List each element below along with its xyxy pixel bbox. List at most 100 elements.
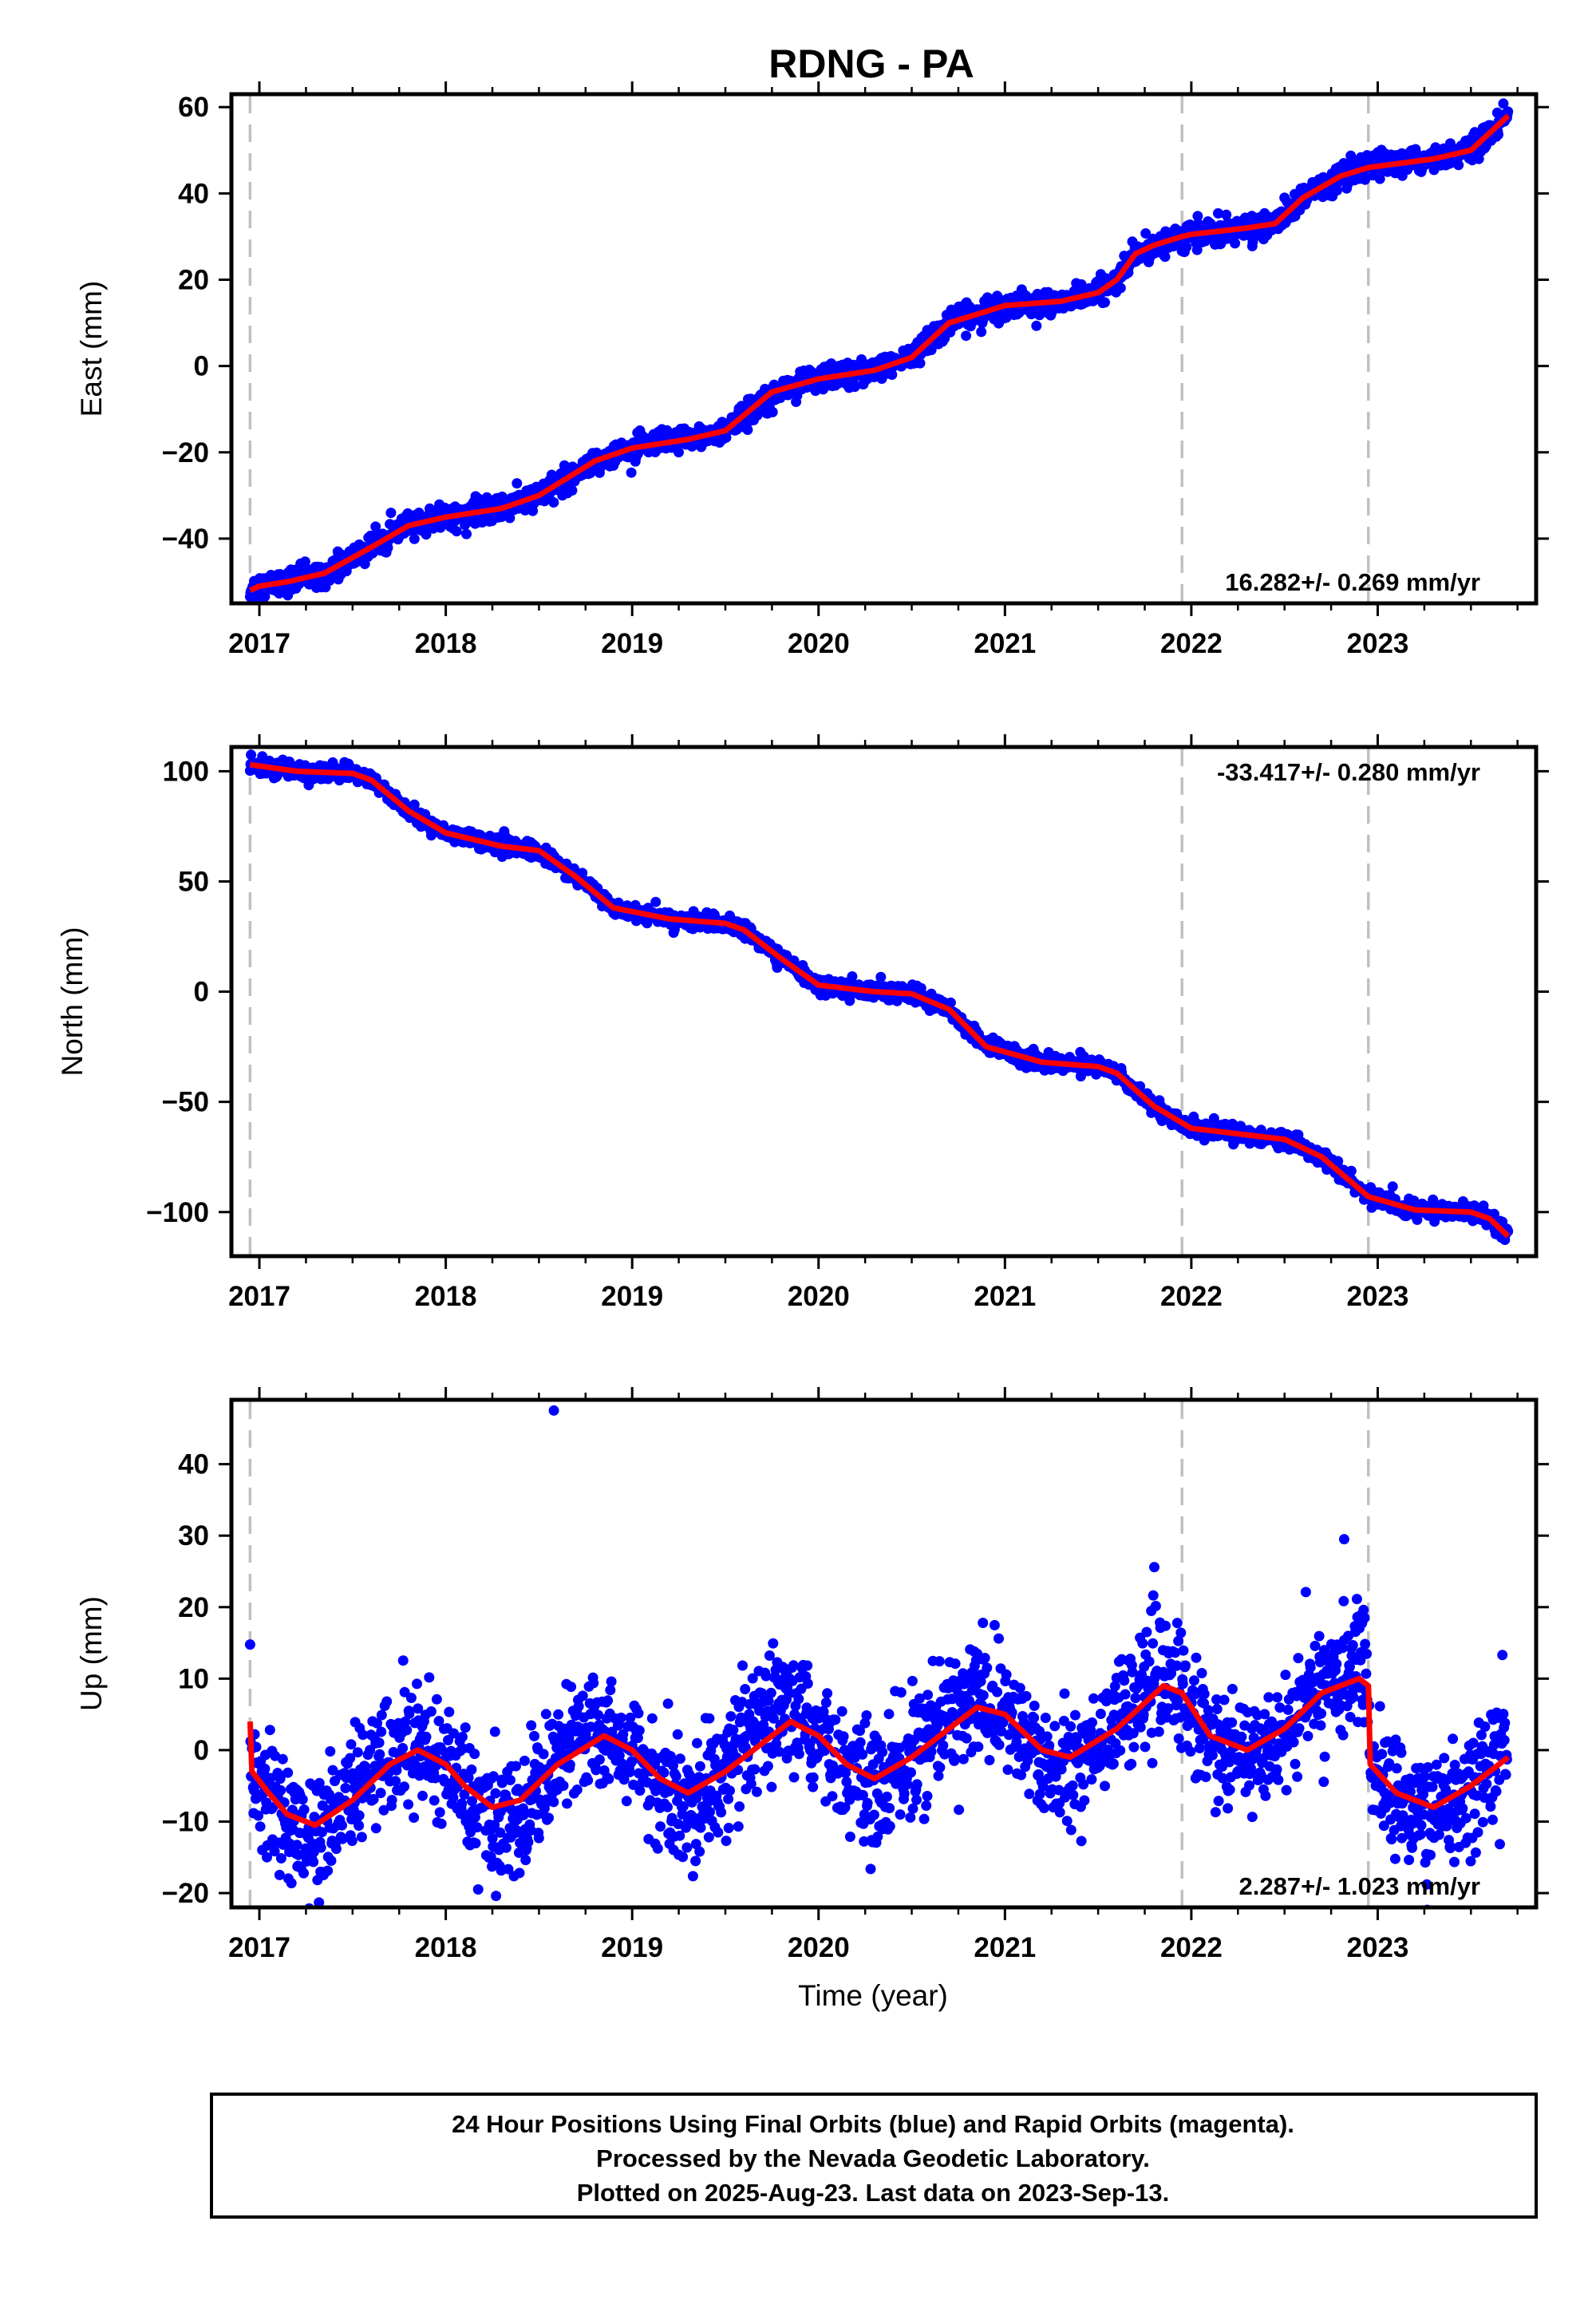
up-point [337, 1833, 348, 1844]
up-point [298, 1804, 310, 1815]
north-point [847, 971, 858, 982]
up-point [372, 1717, 383, 1729]
up-point [253, 1810, 264, 1821]
north-x-tick-label: 2022 [1160, 1281, 1223, 1312]
north-point [844, 995, 855, 1006]
east-point [887, 370, 898, 380]
north-y-tick-label: 0 [194, 977, 209, 1008]
up-point [275, 1784, 286, 1796]
east-point [1076, 279, 1087, 290]
east-point [1213, 207, 1223, 219]
up-point [275, 1773, 286, 1784]
north-point [1333, 1156, 1344, 1167]
up-point [448, 1792, 459, 1803]
up-point [417, 1790, 428, 1801]
up-point [374, 1749, 385, 1760]
up-point [262, 1852, 272, 1863]
north-point [1412, 1214, 1423, 1225]
east-y-axis-label: East (mm) [75, 281, 108, 417]
north-point [577, 868, 588, 879]
east-point [548, 497, 559, 508]
up-point [337, 1820, 347, 1831]
north-y-tick-label: 50 [178, 866, 209, 897]
east-point [1191, 244, 1203, 255]
east-y-tick-label: −20 [162, 437, 209, 468]
north-point [875, 971, 887, 982]
east-point [1493, 129, 1503, 140]
up-point [436, 1818, 447, 1829]
up-point [459, 1789, 470, 1800]
up-point [291, 1840, 302, 1851]
up-point [414, 1770, 425, 1781]
up-point [308, 1856, 319, 1867]
east-point [409, 533, 420, 544]
up-point [397, 1655, 409, 1666]
east-x-tick-label: 2019 [601, 628, 663, 659]
up-point [286, 1878, 297, 1889]
east-y-tick-label: 0 [194, 351, 209, 382]
east-point [504, 512, 516, 524]
east-point [299, 556, 310, 567]
east-point [382, 542, 393, 553]
up-point [399, 1781, 409, 1792]
up-point [373, 1737, 385, 1749]
up-point [400, 1716, 411, 1727]
east-point [1503, 106, 1514, 117]
east-point [512, 478, 523, 489]
up-point [255, 1821, 266, 1832]
up-point [409, 1812, 420, 1823]
up-point [460, 1722, 471, 1733]
up-point [317, 1827, 327, 1838]
up-point [448, 1728, 459, 1739]
east-point [976, 326, 987, 338]
east-frame [229, 92, 1539, 606]
east-x-tick-label: 2018 [415, 628, 477, 659]
up-point [376, 1726, 387, 1737]
east-point [1498, 98, 1509, 109]
east-y-tick-label: −40 [162, 524, 209, 555]
east-point [1230, 238, 1241, 249]
up-point [381, 1696, 393, 1707]
east-point [961, 330, 972, 342]
north-point [246, 749, 257, 761]
east-x-tick-label: 2023 [1347, 628, 1409, 659]
north-x-tick-label: 2023 [1347, 1281, 1409, 1312]
up-point [277, 1753, 288, 1765]
east-point [1159, 251, 1171, 263]
up-point [421, 1731, 432, 1742]
north-y-tick-label: −100 [146, 1197, 209, 1228]
east-point [1031, 320, 1042, 331]
east-point [461, 528, 472, 539]
north-x-tick-label: 2020 [788, 1281, 850, 1312]
east-point [385, 508, 397, 519]
east-point [1360, 174, 1371, 185]
east-y-tick-label: 40 [178, 178, 209, 209]
up-point [375, 1788, 386, 1799]
up-point [365, 1745, 376, 1756]
north-y-axis-label: North (mm) [56, 927, 89, 1076]
chart-title: RDNG - PA [768, 41, 974, 86]
up-point [282, 1767, 294, 1778]
panel-up: 2017 2018 2019 2020 2021 2022 2023−20−10010203… [75, 1387, 1549, 1963]
north-y-tick-label: −50 [162, 1087, 209, 1118]
up-point [325, 1746, 336, 1757]
up-point [378, 1804, 389, 1816]
up-point [370, 1823, 381, 1834]
up-point [412, 1678, 422, 1690]
up-point [424, 1672, 435, 1683]
up-point [431, 1694, 442, 1705]
up-point [434, 1807, 445, 1818]
up-point [358, 1729, 369, 1741]
up-point [354, 1810, 365, 1821]
up-point [456, 1798, 468, 1809]
east-point [451, 526, 462, 537]
east-point [1100, 297, 1110, 308]
up-point [368, 1794, 379, 1804]
east-x-tick-label: 2021 [974, 628, 1036, 659]
up-point [264, 1725, 275, 1736]
up-point [354, 1820, 365, 1831]
up-point [397, 1743, 409, 1753]
up-point [327, 1765, 338, 1776]
north-rate-label: -33.417+/- 0.280 mm/yr [1217, 758, 1480, 786]
east-data-points [244, 98, 1514, 603]
